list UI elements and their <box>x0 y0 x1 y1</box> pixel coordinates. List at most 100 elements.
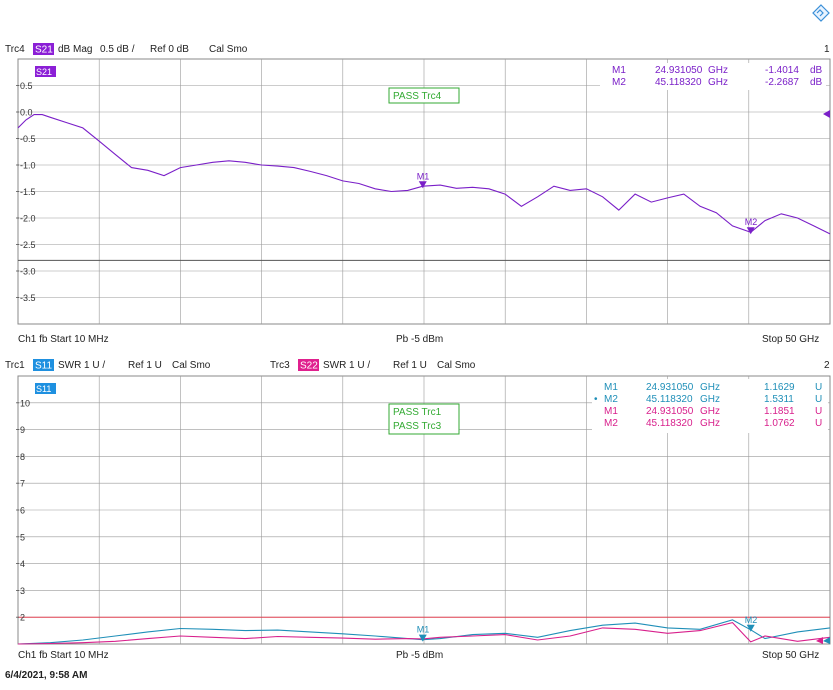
marker-label: M1 <box>417 625 430 635</box>
y-tick-label: -2.5 <box>20 240 36 250</box>
y-tick-label: -1.0 <box>20 161 36 171</box>
scale-label[interactable]: 1 U / <box>349 360 370 371</box>
marker-value: 1.1629 <box>764 382 795 393</box>
y-tick-label: 3 <box>20 586 25 596</box>
marker-name: M2 <box>612 77 626 88</box>
marker-label: M1 <box>417 171 430 181</box>
marker-vunit: dB <box>810 77 823 88</box>
ref-level-arrow-icon[interactable] <box>816 637 823 644</box>
marker-freq: 45.118320 <box>655 77 702 88</box>
marker-table: M1 24.931050 GHz 1.1629 U • M2 45.118320… <box>592 379 828 433</box>
diagram-number: 2 <box>824 360 830 371</box>
marker-unit: GHz <box>708 65 728 76</box>
marker-triangle-icon[interactable] <box>746 624 755 632</box>
scale-label[interactable]: 1 U / <box>84 360 105 371</box>
marker-value: -2.2687 <box>765 77 799 88</box>
marker-table: M1 24.931050 GHz -1.4014 dB M2 45.118320… <box>600 63 826 90</box>
marker-vunit: U <box>815 418 822 429</box>
series-line-trc1 <box>17 619 831 645</box>
y-tick-label: 0.5 <box>20 81 33 91</box>
marker-name: M1 <box>604 382 618 393</box>
marker-triangle-icon[interactable] <box>418 181 427 189</box>
power-level[interactable]: Pb -5 dBm <box>396 650 443 661</box>
diagram1-plot[interactable]: 0.50.0-0.5-1.0-1.5-2.0-2.5-3.0-3.5 M1M2 … <box>16 58 831 325</box>
flags-label: Cal Smo <box>209 44 248 55</box>
trace-badge-box[interactable] <box>35 66 56 77</box>
series-layer <box>17 114 831 235</box>
series-layer <box>17 619 831 645</box>
badge-s22[interactable] <box>298 359 319 371</box>
marker-unit: GHz <box>700 406 720 417</box>
marker-freq: 45.118320 <box>646 418 693 429</box>
marker-name: M2 <box>604 394 618 405</box>
y-tick-label: -3.5 <box>20 293 36 303</box>
format-label[interactable]: SWR <box>323 360 346 371</box>
diagram2-header: Trc1 S11 SWR 1 U / Ref 1 U Cal Smo Trc3 … <box>5 359 830 372</box>
marker-unit: GHz <box>700 394 720 405</box>
marker-value: 1.5311 <box>764 394 794 405</box>
y-tick-labels: 0.5 0.0 -0.5 -1.0 -1.5 -2.0 -2.5 -3.0 -3.5 <box>16 81 36 303</box>
marker-name: M1 <box>612 65 626 76</box>
marker-freq: 24.931050 <box>646 382 694 393</box>
flags-label: Cal Smo <box>437 360 476 371</box>
marker-value: 1.1851 <box>764 406 795 417</box>
badge-s11[interactable] <box>33 359 54 371</box>
ref-label[interactable]: Ref 1 U <box>128 360 162 371</box>
format-label[interactable]: dB Mag <box>58 44 92 55</box>
pass-indicator-label: PASS Trc4 <box>393 91 442 102</box>
marker-layer[interactable]: M1 M2 <box>417 171 758 235</box>
marker-vunit: dB <box>810 65 823 76</box>
ref-label[interactable]: Ref 0 dB <box>150 44 189 55</box>
stop-freq[interactable]: Stop 50 GHz <box>762 334 819 345</box>
marker-table-bg <box>592 379 828 433</box>
y-tick-label: 5 <box>20 532 25 542</box>
marker-layer[interactable]: M1 M2 <box>417 615 757 642</box>
diagram-number: 1 <box>824 44 830 55</box>
y-tick-label: 6 <box>20 506 25 516</box>
y-tick-label: 4 <box>20 559 25 569</box>
marker-value: 1.0762 <box>764 418 795 429</box>
flags-label: Cal Smo <box>172 360 211 371</box>
pass-indicator <box>388 87 460 104</box>
diagram2-footer: Ch1 fb Start 10 MHz Pb -5 dBm Stop 50 GH… <box>18 650 819 661</box>
marker-freq: 45.118320 <box>646 394 693 405</box>
marker-vunit: U <box>815 406 822 417</box>
marker-name: M2 <box>604 418 618 429</box>
start-freq[interactable]: Ch1 fb Start 10 MHz <box>18 650 109 661</box>
marker-name: M1 <box>604 406 618 417</box>
ref-level-arrow-icon[interactable] <box>823 110 830 118</box>
series-line-trc3 <box>17 621 831 645</box>
format-label[interactable]: SWR <box>58 360 81 371</box>
y-tick-label: 8 <box>20 452 25 462</box>
marker-unit: GHz <box>708 77 728 88</box>
start-freq[interactable]: Ch1 fb Start 10 MHz <box>18 334 109 345</box>
diagram1-header: Trc4 S21 dB Mag 0.5 dB / Ref 0 dB Cal Sm… <box>5 43 830 56</box>
trace-label[interactable]: Trc1 <box>5 360 25 371</box>
active-marker-dot-icon: • <box>594 394 598 405</box>
stop-freq[interactable]: Stop 50 GHz <box>762 650 819 661</box>
marker-label: M2 <box>745 217 758 227</box>
marker-unit: GHz <box>700 418 720 429</box>
trace-badge-box[interactable] <box>35 383 56 394</box>
badge-s22-label: S22 <box>300 361 318 372</box>
trace-badge-box-label: S21 <box>36 67 52 77</box>
marker-freq: 24.931050 <box>646 406 694 417</box>
marker-vunit: U <box>815 394 822 405</box>
marker-freq: 24.931050 <box>655 65 703 76</box>
trace-label[interactable]: Trc3 <box>270 360 290 371</box>
scale-label[interactable]: 0.5 dB / <box>100 44 135 55</box>
y-tick-label: -1.5 <box>20 187 36 197</box>
marker-triangle-icon[interactable] <box>418 634 427 642</box>
ref-label[interactable]: Ref 1 U <box>393 360 427 371</box>
trace-label[interactable]: Trc4 <box>5 44 25 55</box>
y-tick-label: 0.0 <box>20 108 33 118</box>
badge-s21-label: S21 <box>35 45 53 56</box>
marker-unit: GHz <box>700 382 720 393</box>
badge-s21[interactable] <box>33 43 54 55</box>
pass-indicator-label: PASS Trc3 <box>393 421 442 432</box>
marker-triangle-icon[interactable] <box>746 227 755 235</box>
power-level[interactable]: Pb -5 dBm <box>396 334 443 345</box>
ref-level-arrow-icon[interactable] <box>823 637 830 644</box>
